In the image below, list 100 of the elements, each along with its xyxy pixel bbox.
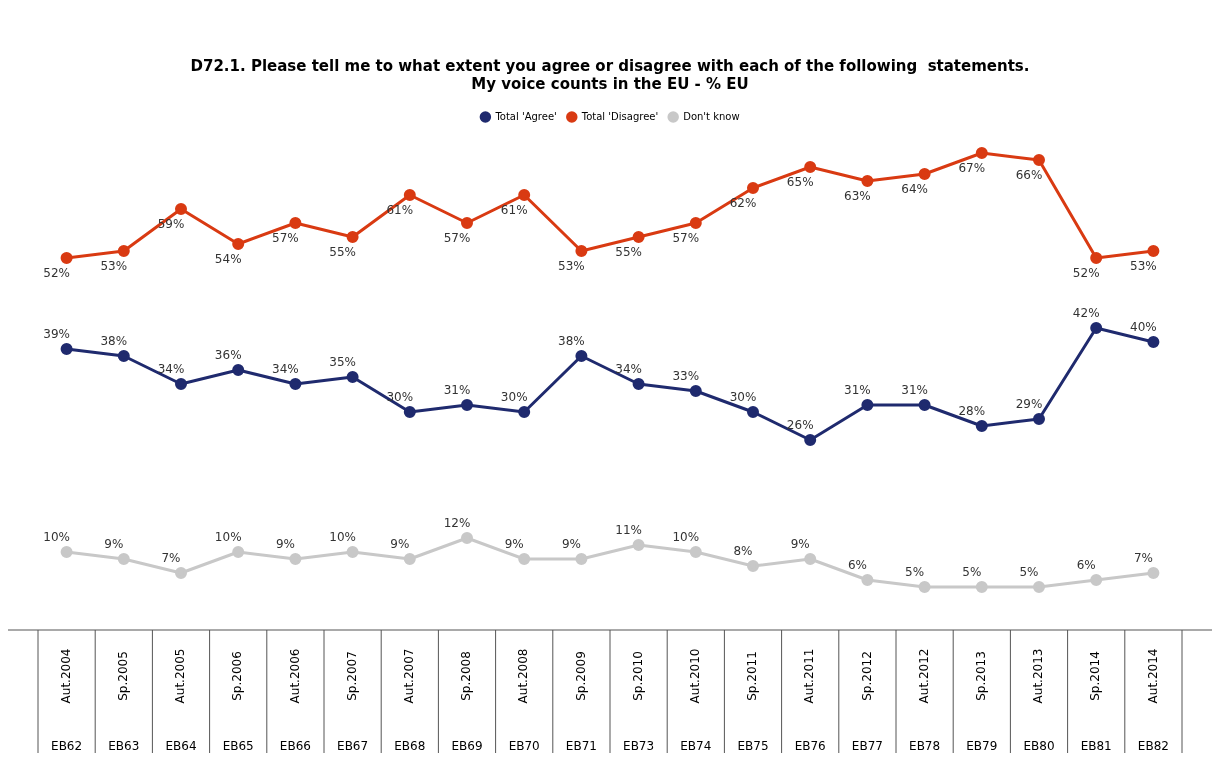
point xyxy=(861,574,874,586)
point xyxy=(461,532,473,544)
point xyxy=(289,553,302,565)
category-label: Sp.2014 EB81 xyxy=(1080,651,1112,754)
point xyxy=(175,567,187,579)
category-label: Aut.2013 EB80 xyxy=(1023,648,1055,754)
point xyxy=(1033,581,1045,593)
legend-label: Total 'Agree' xyxy=(494,110,557,122)
point xyxy=(918,399,931,411)
point xyxy=(232,238,245,250)
point xyxy=(117,350,130,362)
data-label: 34% xyxy=(272,362,299,377)
data-label: 39% xyxy=(43,327,70,342)
data-label: 42% xyxy=(1072,306,1100,321)
legend-label: Don't know xyxy=(683,110,740,122)
data-label: 54% xyxy=(214,252,242,267)
data-label: 67% xyxy=(958,161,986,176)
point xyxy=(117,553,130,565)
data-label: 31% xyxy=(443,383,471,398)
data-label: 63% xyxy=(844,189,871,204)
point xyxy=(747,406,759,418)
category-label: Aut.2012 EB78 xyxy=(909,648,941,754)
point xyxy=(975,147,988,159)
data-label: 38% xyxy=(558,334,585,349)
point xyxy=(461,217,473,229)
data-label: 57% xyxy=(443,231,471,246)
data-label: 30% xyxy=(500,390,528,405)
data-label: 9% xyxy=(275,537,295,552)
point xyxy=(1033,413,1045,425)
point xyxy=(575,245,588,257)
data-label: 61% xyxy=(386,203,414,218)
point xyxy=(632,231,645,243)
data-label: 57% xyxy=(672,231,700,246)
point xyxy=(1033,154,1045,166)
data-label: 53% xyxy=(100,259,128,274)
point xyxy=(689,546,702,558)
point xyxy=(346,546,359,558)
data-label: 6% xyxy=(1076,558,1096,573)
data-label: 53% xyxy=(558,259,585,274)
point xyxy=(403,406,416,418)
point xyxy=(1147,336,1160,348)
point xyxy=(689,385,702,397)
point xyxy=(975,581,988,593)
point xyxy=(403,189,416,201)
data-label: 9% xyxy=(561,537,581,552)
point xyxy=(1147,245,1160,257)
data-label: 5% xyxy=(905,565,925,580)
point xyxy=(1147,567,1160,579)
point xyxy=(403,553,416,565)
data-label: 7% xyxy=(161,551,181,566)
data-label: 9% xyxy=(790,537,810,552)
point xyxy=(518,553,531,565)
data-label: 29% xyxy=(1015,397,1043,412)
legend-label: Total 'Disagree' xyxy=(580,110,659,122)
point xyxy=(861,175,874,187)
point xyxy=(975,420,988,432)
point xyxy=(575,350,588,362)
category-label: Aut.2010 EB74 xyxy=(680,648,712,754)
category-label: Aut.2014 EB82 xyxy=(1137,648,1169,754)
data-label: 9% xyxy=(504,537,524,552)
point xyxy=(346,231,359,243)
data-label: 35% xyxy=(329,355,356,370)
category-label: Sp.2010 EB73 xyxy=(623,651,655,754)
data-label: 30% xyxy=(386,390,414,405)
category-label: Aut.2005 EB64 xyxy=(165,648,197,754)
point xyxy=(632,378,645,390)
data-label: 10% xyxy=(43,530,70,545)
data-label: 57% xyxy=(272,231,299,246)
point xyxy=(1090,252,1103,264)
data-label: 6% xyxy=(847,558,867,573)
data-label: 55% xyxy=(615,245,642,260)
data-label: 40% xyxy=(1130,320,1157,335)
category-label: Sp.2009 EB71 xyxy=(565,651,597,754)
data-label: 34% xyxy=(157,362,185,377)
data-label: 53% xyxy=(1130,259,1157,274)
data-label: 7% xyxy=(1133,551,1153,566)
data-label: 26% xyxy=(786,418,814,433)
point xyxy=(804,434,817,446)
data-label: 10% xyxy=(672,530,700,545)
category-label: Sp.2005 EB63 xyxy=(108,651,140,754)
category-label: Aut.2011 EB76 xyxy=(794,648,826,754)
category-label: Aut.2006 EB66 xyxy=(279,648,311,754)
data-label: 30% xyxy=(729,390,757,405)
point xyxy=(60,343,73,355)
data-label: 28% xyxy=(958,404,986,419)
point xyxy=(117,245,130,257)
category-label: Aut.2004 EB62 xyxy=(51,648,83,754)
data-label: 34% xyxy=(615,362,642,377)
data-label: 11% xyxy=(615,523,642,538)
category-label: Aut.2007 EB68 xyxy=(394,648,426,754)
point xyxy=(689,217,702,229)
point xyxy=(232,364,245,376)
data-label: 5% xyxy=(962,565,982,580)
point xyxy=(918,581,931,593)
data-label: 10% xyxy=(214,530,242,545)
point xyxy=(575,553,588,565)
data-label: 10% xyxy=(329,530,356,545)
point xyxy=(518,189,531,201)
category-label: Sp.2012 EB77 xyxy=(851,651,883,754)
point xyxy=(1090,574,1103,586)
